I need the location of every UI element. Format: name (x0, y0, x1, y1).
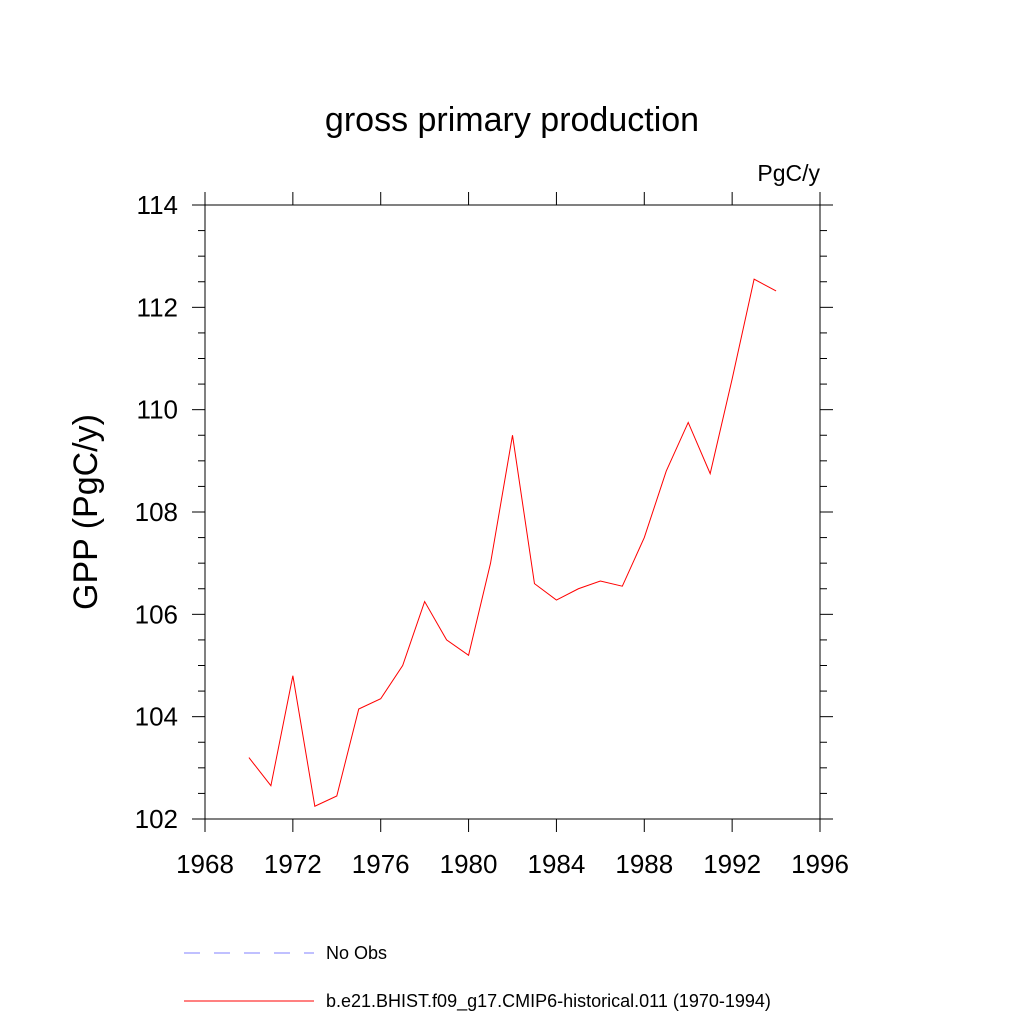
y-tick-label: 104 (135, 702, 178, 732)
y-tick-label: 114 (137, 190, 178, 220)
y-tick-label: 110 (137, 395, 178, 425)
chart-title: gross primary production (325, 101, 699, 139)
x-tick-label: 1988 (615, 849, 673, 879)
legend-label-1: b.e21.BHIST.f09_g17.CMIP6-historical.011… (326, 991, 771, 1012)
y-tick-label: 102 (135, 804, 178, 834)
legend-label-0: No Obs (326, 943, 387, 963)
series-layer (248, 278, 777, 807)
x-tick-label: 1980 (440, 849, 498, 879)
y-tick-label: 112 (137, 292, 178, 322)
x-tick-label: 1984 (528, 849, 586, 879)
y-axis-label: GPP (PgC/y) (67, 414, 105, 610)
axis-ticks: 1968 1972 1976 1980 1984 1988 1992 1996 102 104 10… (135, 190, 849, 879)
legend: No Obs b.e21.BHIST.f09_g17.CMIP6-historic… (184, 943, 771, 1012)
x-tick-label: 1976 (352, 849, 410, 879)
x-tick-label: 1968 (176, 849, 234, 879)
y-tick-label: 106 (135, 599, 178, 629)
plot-frame (204, 204, 821, 820)
x-tick-label: 1992 (703, 849, 761, 879)
x-tick-label: 1972 (264, 849, 322, 879)
x-tick-label: 1996 (791, 849, 849, 879)
units-label: PgC/y (757, 160, 820, 186)
y-tick-label: 108 (135, 497, 178, 527)
series-line-0 (248, 278, 777, 807)
